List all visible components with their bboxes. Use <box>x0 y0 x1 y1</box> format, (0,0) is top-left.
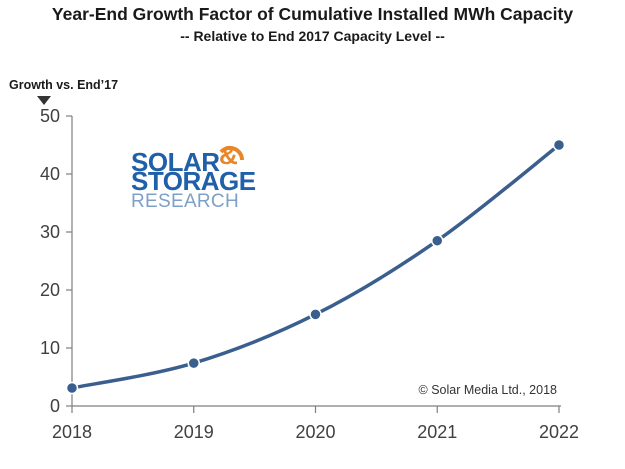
x-tick-label: 2019 <box>174 422 214 442</box>
x-tick-label: 2021 <box>417 422 457 442</box>
y-tick-label: 0 <box>50 396 60 416</box>
y-axis-label: Growth vs. End’17 <box>9 78 119 92</box>
data-point <box>431 234 444 247</box>
y-tick-label: 10 <box>40 338 60 358</box>
x-tick-label: 2018 <box>52 422 92 442</box>
solar-storage-research-logo: SOLAR & STORAGE RESEARCH <box>131 140 256 212</box>
data-points <box>65 138 566 395</box>
y-tick-label: 20 <box>40 280 60 300</box>
y-tick-label: 40 <box>40 164 60 184</box>
copyright-note: © Solar Media Ltd., 2018 <box>419 383 558 397</box>
x-tick-label: 2022 <box>539 422 579 442</box>
data-point <box>187 356 200 370</box>
axes <box>71 116 561 407</box>
data-point <box>65 381 79 395</box>
logo-line-solar: SOLAR <box>131 147 220 177</box>
y-axis-marker-icon <box>37 96 51 105</box>
logo-line-storage: STORAGE <box>131 166 256 196</box>
y-tick-label: 30 <box>40 222 60 242</box>
x-ticks: 2018 2019 2020 2021 2022 <box>52 406 579 442</box>
x-tick-label: 2020 <box>295 422 335 442</box>
y-ticks: 0 10 20 30 40 50 <box>40 106 72 416</box>
logo-line-research: RESEARCH <box>131 191 239 212</box>
chart-title: Year-End Growth Factor of Cumulative Ins… <box>51 4 574 24</box>
data-point <box>552 138 566 152</box>
y-tick-label: 50 <box>40 106 60 126</box>
chart-subtitle: -- Relative to End 2017 Capacity Level -… <box>180 28 445 44</box>
sun-icon <box>219 145 245 161</box>
data-point <box>309 308 322 321</box>
